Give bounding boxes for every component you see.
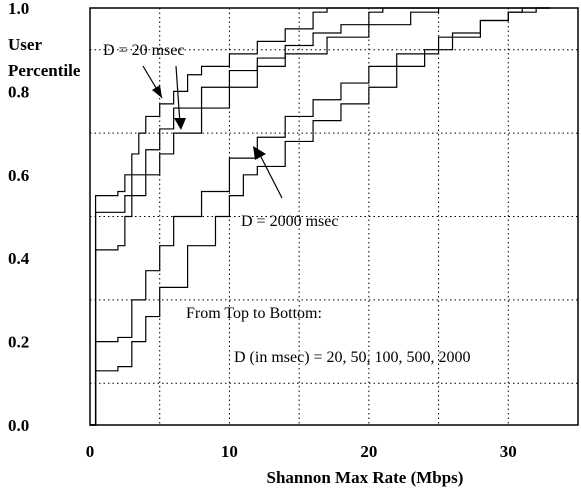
x-tick-label: 10 bbox=[221, 442, 238, 461]
legend-note-1: From Top to Bottom: bbox=[186, 305, 322, 322]
y-axis-title-line1: User bbox=[8, 35, 42, 54]
arrow-top-1-head bbox=[152, 85, 162, 98]
arrow-top-2 bbox=[175, 65, 181, 125]
arrow-top-2-head bbox=[174, 118, 186, 130]
series-line-2 bbox=[90, 7, 439, 426]
x-tick-label: 30 bbox=[500, 442, 517, 461]
arrow-bottom-head bbox=[253, 146, 266, 160]
x-tick-label: 0 bbox=[86, 442, 95, 461]
annotation-bottom: D = 2000 msec bbox=[241, 213, 338, 230]
series-line-5 bbox=[90, 7, 551, 426]
y-tick-label: 0.4 bbox=[8, 249, 30, 268]
series-line-1 bbox=[90, 7, 439, 426]
series-line-4 bbox=[90, 7, 551, 426]
plot-frame bbox=[89, 7, 579, 426]
x-axis-title: Shannon Max Rate (Mbps) bbox=[267, 468, 464, 487]
y-axis-title-line2: Percentile bbox=[8, 61, 81, 80]
arrow-bottom bbox=[259, 154, 283, 199]
tick-labels: 0.0 0.2 0.4 0.6 0.8 1.0 0 10 20 30 bbox=[8, 0, 517, 461]
legend-note-2: D (in msec) = 20, 50, 100, 500, 2000 bbox=[234, 349, 471, 366]
series-line-3 bbox=[90, 7, 551, 426]
y-tick-label: 0.0 bbox=[8, 416, 29, 435]
y-tick-label: 1.0 bbox=[8, 0, 29, 18]
series-layer bbox=[90, 7, 551, 426]
y-tick-label: 0.8 bbox=[8, 82, 29, 101]
y-tick-label: 0.6 bbox=[8, 166, 29, 185]
y-tick-label: 0.2 bbox=[8, 333, 29, 352]
annotation-top: D = 20 msec bbox=[103, 42, 184, 59]
grid bbox=[90, 8, 578, 425]
x-tick-label: 20 bbox=[360, 442, 377, 461]
